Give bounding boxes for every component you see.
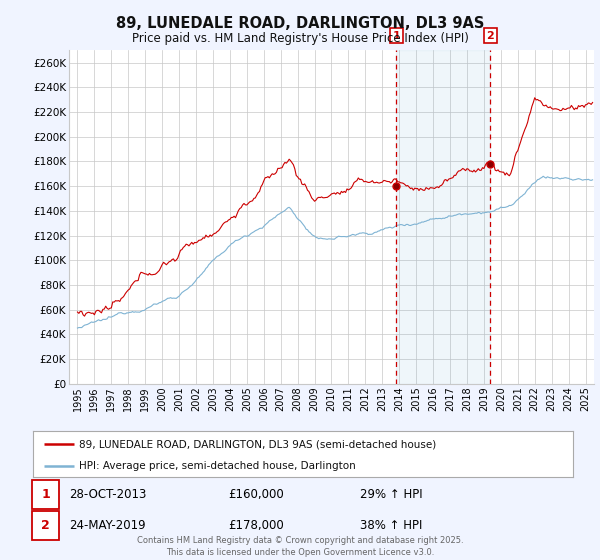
- Text: 1: 1: [392, 31, 400, 40]
- Text: 29% ↑ HPI: 29% ↑ HPI: [360, 488, 422, 501]
- Text: £160,000: £160,000: [228, 488, 284, 501]
- Text: 1: 1: [41, 488, 50, 501]
- Text: Price paid vs. HM Land Registry's House Price Index (HPI): Price paid vs. HM Land Registry's House …: [131, 32, 469, 45]
- Text: 2: 2: [41, 519, 50, 532]
- Text: 24-MAY-2019: 24-MAY-2019: [69, 519, 146, 532]
- Text: £178,000: £178,000: [228, 519, 284, 532]
- Text: 38% ↑ HPI: 38% ↑ HPI: [360, 519, 422, 532]
- Bar: [397, 50, 490, 384]
- Text: HPI: Average price, semi-detached house, Darlington: HPI: Average price, semi-detached house,…: [79, 461, 356, 470]
- Text: 89, LUNEDALE ROAD, DARLINGTON, DL3 9AS (semi-detached house): 89, LUNEDALE ROAD, DARLINGTON, DL3 9AS (…: [79, 439, 436, 449]
- Text: 2: 2: [487, 31, 494, 40]
- Text: 89, LUNEDALE ROAD, DARLINGTON, DL3 9AS: 89, LUNEDALE ROAD, DARLINGTON, DL3 9AS: [116, 16, 484, 31]
- Text: 28-OCT-2013: 28-OCT-2013: [69, 488, 146, 501]
- Text: Contains HM Land Registry data © Crown copyright and database right 2025.
This d: Contains HM Land Registry data © Crown c…: [137, 536, 463, 557]
